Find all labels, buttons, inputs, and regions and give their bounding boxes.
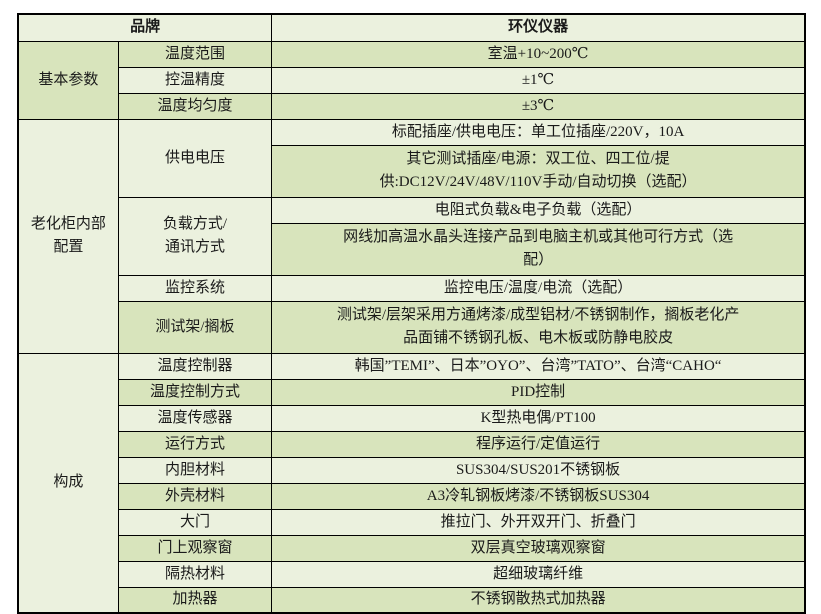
- brand-label-cell: 品牌: [17, 13, 273, 42]
- row-value: 室温+10~200℃: [271, 40, 806, 68]
- section-title-composition: 构成: [17, 352, 119, 614]
- row-label: 门上观察窗: [117, 534, 273, 562]
- table-row: 网线加高温水晶头连接产品到电脑主机或其他可行方式（选 配）: [18, 222, 806, 276]
- row-value: 程序运行/定值运行: [271, 430, 806, 458]
- table-row: 温度均匀度 ±3℃: [18, 92, 806, 120]
- section-title-basic-params: 基本参数: [17, 40, 119, 120]
- row-value: 标配插座/供电电压：单工位插座/220V，10A: [271, 118, 806, 146]
- row-label: 温度控制方式: [117, 378, 273, 406]
- table-row: 大门 推拉门、外开双开门、折叠门: [18, 508, 806, 536]
- row-value: 推拉门、外开双开门、折叠门: [271, 508, 806, 536]
- row-value: ±3℃: [271, 92, 806, 120]
- row-value: K型热电偶/PT100: [271, 404, 806, 432]
- row-label: 内胆材料: [117, 456, 273, 484]
- table-header-row: 品牌 环仪仪器: [17, 13, 806, 42]
- row-value: 其它测试插座/电源：双工位、四工位/提 供:DC12V/24V/48V/110V…: [271, 144, 806, 198]
- row-value: SUS304/SUS201不锈钢板: [271, 456, 806, 484]
- table-row: 加热器 不锈钢散热式加热器: [18, 586, 806, 614]
- row-label: 运行方式: [117, 430, 273, 458]
- table-row: 温度控制方式 PID控制: [18, 378, 806, 406]
- row-label: 隔热材料: [117, 560, 273, 588]
- row-value: 韩国”TEMI”、日本”OYO”、台湾”TATO”、台湾“CAHO“: [271, 352, 806, 380]
- row-label: 监控系统: [117, 274, 273, 302]
- row-label: 温度均匀度: [117, 92, 273, 120]
- table-row: 老化柜内部 配置 供电电压 标配插座/供电电压：单工位插座/220V，10A: [17, 118, 806, 354]
- row-label: 供电电压: [117, 118, 273, 198]
- row-value: A3冷轧钢板烤漆/不锈钢板SUS304: [271, 482, 806, 510]
- row-value: 不锈钢散热式加热器: [271, 586, 806, 614]
- row-label: 温度控制器: [117, 352, 273, 380]
- table-row: 温度传感器 K型热电偶/PT100: [18, 404, 806, 432]
- brand-value-cell: 环仪仪器: [271, 13, 806, 42]
- row-label: 大门: [117, 508, 273, 536]
- table-row: 基本参数 温度范围 室温+10~200℃: [17, 40, 806, 120]
- spec-table: 品牌 环仪仪器 基本参数 温度范围 室温+10~200℃ 控温精度 ±1℃ 温度…: [17, 13, 806, 614]
- table-row: 运行方式 程序运行/定值运行: [18, 430, 806, 458]
- table-row: 构成 温度控制器 韩国”TEMI”、日本”OYO”、台湾”TATO”、台湾“CA…: [17, 352, 806, 614]
- row-label: 加热器: [117, 586, 273, 614]
- row-value: 监控电压/温度/电流（选配）: [271, 274, 806, 302]
- row-label: 控温精度: [117, 66, 273, 94]
- table-row: 测试架/搁板 测试架/层架采用方通烤漆/成型铝材/不锈钢制作，搁板老化产 品面铺…: [18, 300, 806, 354]
- table-row: 内胆材料 SUS304/SUS201不锈钢板: [18, 456, 806, 484]
- row-value: 测试架/层架采用方通烤漆/成型铝材/不锈钢制作，搁板老化产 品面铺不锈钢孔板、电…: [271, 300, 806, 354]
- table-row: 外壳材料 A3冷轧钢板烤漆/不锈钢板SUS304: [18, 482, 806, 510]
- row-value: ±1℃: [271, 66, 806, 94]
- row-label: 测试架/搁板: [117, 300, 273, 354]
- table-row: 隔热材料 超细玻璃纤维: [18, 560, 806, 588]
- table-row: 负载方式/ 通讯方式 电阻式负载&电子负载（选配）: [18, 196, 806, 276]
- row-value: 电阻式负载&电子负载（选配）: [271, 196, 806, 224]
- row-label: 温度传感器: [117, 404, 273, 432]
- row-value: 双层真空玻璃观察窗: [271, 534, 806, 562]
- row-label: 温度范围: [117, 40, 273, 68]
- row-label: 负载方式/ 通讯方式: [117, 196, 273, 276]
- row-value: 网线加高温水晶头连接产品到电脑主机或其他可行方式（选 配）: [271, 222, 806, 276]
- table-row: 其它测试插座/电源：双工位、四工位/提 供:DC12V/24V/48V/110V…: [18, 144, 806, 198]
- row-label: 外壳材料: [117, 482, 273, 510]
- row-value: PID控制: [271, 378, 806, 406]
- section-title-cabinet-config: 老化柜内部 配置: [17, 118, 119, 354]
- row-value: 超细玻璃纤维: [271, 560, 806, 588]
- table-row: 控温精度 ±1℃: [18, 66, 806, 94]
- table-row: 监控系统 监控电压/温度/电流（选配）: [18, 274, 806, 302]
- table-row: 门上观察窗 双层真空玻璃观察窗: [18, 534, 806, 562]
